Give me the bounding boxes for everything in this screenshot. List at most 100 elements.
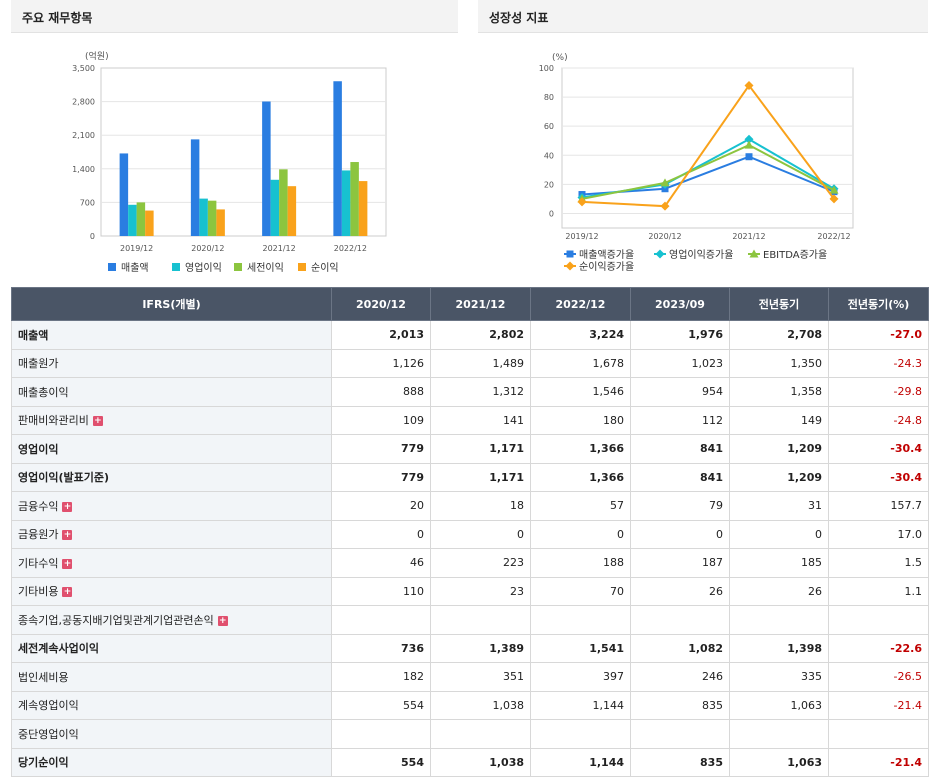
- value-cell: 149: [729, 405, 829, 435]
- point-3-0: [577, 197, 587, 207]
- legend-label: 매출액: [121, 262, 149, 274]
- value-cell: -29.8: [828, 377, 929, 407]
- legend-marker: [566, 250, 574, 258]
- legend-label: 영업이익: [185, 261, 222, 274]
- value-cell: -21.4: [828, 747, 929, 777]
- value-cell: 835: [630, 690, 730, 720]
- table-row: 당기순이익 554 1,038 1,144 835 1,063 -21.4: [11, 747, 929, 777]
- value-cell: 1.5: [828, 548, 929, 578]
- value-cell: 18: [430, 491, 531, 521]
- value-cell: 1,063: [729, 747, 829, 777]
- row-label-cell: 매출액: [11, 320, 332, 350]
- header-cell: 2022/12: [530, 287, 631, 321]
- value-cell: 46: [331, 548, 431, 578]
- legend-swatch: [108, 263, 116, 271]
- value-cell: 1,366: [530, 462, 631, 492]
- legend-swatch: [234, 263, 242, 271]
- row-label-cell: 영업이익(발표기준): [11, 462, 332, 492]
- value-cell: 246: [630, 662, 730, 692]
- value-cell: 1,358: [729, 377, 829, 407]
- x-tick-label: 2022/12: [817, 232, 850, 241]
- row-label: 중단영업이익: [18, 727, 79, 741]
- value-cell: 141: [430, 405, 531, 435]
- value-cell: 1,678: [530, 348, 631, 378]
- row-label: 영업이익: [18, 442, 59, 456]
- expand-plus-icon[interactable]: +: [62, 501, 73, 512]
- header-cell: 2020/12: [331, 287, 431, 321]
- expand-plus-icon[interactable]: +: [62, 558, 73, 569]
- value-cell: 0: [729, 519, 829, 549]
- value-cell: [530, 605, 631, 635]
- value-cell: 57: [530, 491, 631, 521]
- row-label-cell: 세전계속사업이익: [11, 633, 332, 663]
- value-cell: 2,013: [331, 320, 431, 350]
- x-tick-label: 2021/12: [732, 232, 765, 241]
- row-label-cell: 금융수익 +: [11, 491, 332, 521]
- header-cell: 2021/12: [430, 287, 531, 321]
- value-cell: 157.7: [828, 491, 929, 521]
- value-cell: 397: [530, 662, 631, 692]
- value-cell: [430, 605, 531, 635]
- expand-plus-icon[interactable]: +: [217, 615, 228, 626]
- legend-label: 매출액증가율: [579, 249, 634, 261]
- table-row: 매출원가 1,126 1,489 1,678 1,023 1,350 -24.3: [11, 348, 929, 378]
- value-cell: 954: [630, 377, 730, 407]
- row-label-cell: 기타비용 +: [11, 576, 332, 606]
- expand-plus-icon[interactable]: +: [92, 416, 103, 427]
- bar-2-2: [279, 169, 288, 236]
- legend-label: 세전이익: [247, 262, 284, 274]
- value-cell: 1,209: [729, 434, 829, 464]
- series-line-2: [581, 143, 835, 200]
- value-cell: 223: [430, 548, 531, 578]
- expand-plus-icon[interactable]: +: [62, 587, 73, 598]
- row-label: 기타비용: [18, 585, 59, 599]
- value-cell: 1,126: [331, 348, 431, 378]
- value-cell: 187: [630, 548, 730, 578]
- financial-items-panel: 주요 재무항목 0 700 1,400 2,100 2,800 3,500 (억원) 2019…: [11, 0, 458, 284]
- row-label: 기타수익: [18, 556, 59, 570]
- bar-1-3: [341, 170, 351, 236]
- value-cell: 180: [530, 405, 631, 435]
- value-cell: -24.8: [828, 405, 929, 435]
- value-cell: 779: [331, 434, 431, 464]
- y-tick-label: 3,500: [72, 64, 95, 73]
- value-cell: 26: [729, 576, 829, 606]
- expand-plus-icon[interactable]: +: [62, 530, 73, 541]
- y-tick-label: 2,100: [72, 131, 95, 140]
- value-cell: [828, 605, 929, 635]
- series-line-3: [581, 83, 835, 208]
- value-cell: -24.3: [828, 348, 929, 378]
- point-3-3: [829, 194, 839, 204]
- table-row: 매출총이익 888 1,312 1,546 954 1,358 -29.8: [11, 377, 929, 407]
- value-cell: 351: [430, 662, 531, 692]
- value-cell: [630, 605, 730, 635]
- value-cell: 185: [729, 548, 829, 578]
- bar-1-2: [270, 179, 280, 236]
- row-label: 종속기업,공동지배기업및관계기업관련손익: [18, 613, 214, 627]
- value-cell: [729, 605, 829, 635]
- table-row: 중단영업이익: [11, 719, 929, 749]
- bar-1-0: [128, 204, 137, 236]
- y-tick-label: 100: [539, 64, 554, 73]
- value-cell: 1,171: [430, 462, 531, 492]
- value-cell: 2,802: [430, 320, 531, 350]
- x-tick-label: 2020/12: [191, 244, 224, 253]
- point-3-1: [660, 201, 670, 211]
- bar-2-0: [136, 202, 146, 236]
- bar-3-0: [145, 210, 154, 236]
- bar-0-0: [119, 153, 129, 236]
- x-tick-label: 2022/12: [334, 244, 367, 253]
- header-cell: 전년동기(%): [828, 287, 929, 321]
- value-cell: 1,063: [729, 690, 829, 720]
- value-cell: 1,389: [430, 633, 531, 663]
- legend-label: 영업이익증가율: [669, 248, 733, 261]
- row-label: 당기순이익: [18, 756, 69, 770]
- value-cell: 182: [331, 662, 431, 692]
- unit-label: (%): [552, 53, 568, 63]
- row-label: 금융수익: [18, 499, 59, 513]
- bar-3-1: [216, 209, 225, 236]
- value-cell: [530, 719, 631, 749]
- panel-header: 주요 재무항목: [11, 0, 458, 33]
- value-cell: 1,144: [530, 690, 631, 720]
- row-label-cell: 매출원가: [11, 348, 332, 378]
